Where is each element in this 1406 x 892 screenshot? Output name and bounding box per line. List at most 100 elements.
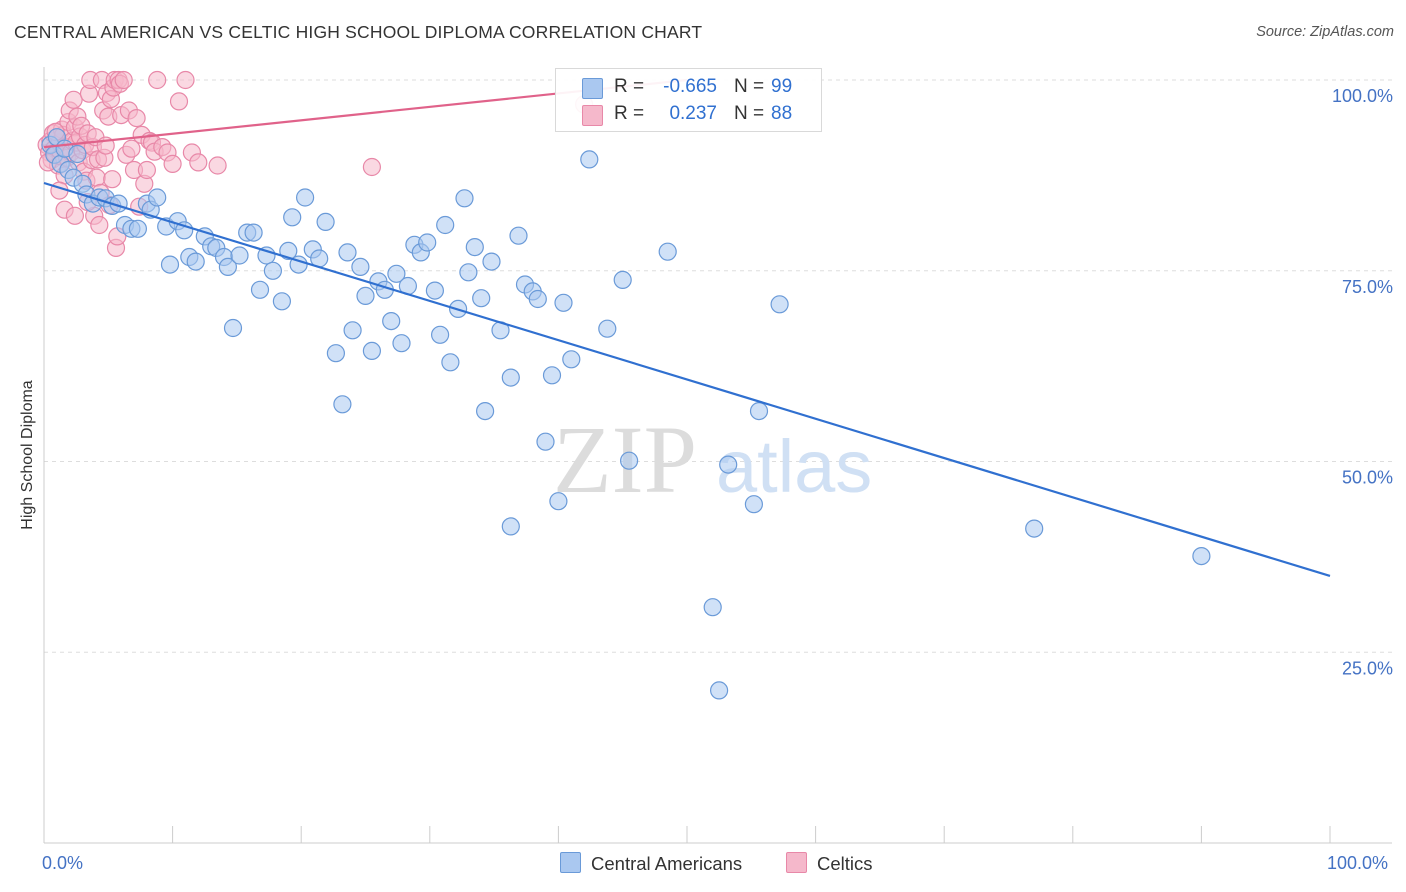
bottom-legend-label-pink: Celtics xyxy=(817,853,873,874)
central-american-point xyxy=(326,344,345,363)
axis-layer xyxy=(43,67,1392,844)
central-american-point xyxy=(580,150,599,169)
central-american-point xyxy=(1192,546,1211,566)
grid-layer xyxy=(44,79,1392,653)
central-american-point xyxy=(1025,519,1044,538)
central-american-point xyxy=(382,312,401,331)
celtic-point xyxy=(176,70,195,90)
celtic-point xyxy=(64,90,83,109)
correlation-legend: R = -0.665 N = 99 R = 0.237 N = 88 xyxy=(555,68,822,132)
chart-title: CENTRAL AMERICAN VS CELTIC HIGH SCHOOL D… xyxy=(14,22,703,42)
central-american-point xyxy=(362,341,381,360)
legend-n-label: N = xyxy=(734,103,765,124)
legend-r-label: R = xyxy=(614,103,645,124)
central-american-point xyxy=(528,289,547,309)
central-american-point xyxy=(770,295,789,314)
central-american-point xyxy=(148,188,167,207)
celtic-point xyxy=(169,92,189,111)
celtic-point xyxy=(90,215,109,235)
central-american-point xyxy=(223,318,243,338)
central-american-point xyxy=(455,189,474,208)
central-american-point xyxy=(744,495,764,514)
central-american-point xyxy=(459,263,478,282)
celtic-point xyxy=(163,154,182,173)
central-american-point xyxy=(263,261,282,280)
legend-r-label: R = xyxy=(614,76,645,97)
central-american-point xyxy=(598,319,617,338)
celtic-point xyxy=(208,156,227,175)
y-tick-label: 100.0% xyxy=(1332,86,1393,106)
central-american-point xyxy=(536,432,555,451)
legend-swatch-blue xyxy=(582,78,603,99)
central-american-point xyxy=(562,350,581,369)
central-american-point xyxy=(749,402,769,421)
source-label: Source: ZipAtlas.com xyxy=(1256,24,1394,40)
central-american-point xyxy=(542,366,562,385)
celtic-point xyxy=(137,160,156,180)
x-tick-label-min: 0.0% xyxy=(42,853,84,873)
legend-row-blue: R = -0.665 N = 99 xyxy=(556,74,821,100)
central-american-point xyxy=(554,293,573,312)
central-american-point xyxy=(296,188,315,207)
y-tick-label: 75.0% xyxy=(1342,277,1393,297)
celtic-point xyxy=(122,139,141,158)
bottom-legend-celtics: Celtics xyxy=(786,852,873,875)
central-american-point xyxy=(431,325,450,344)
y-tick-label: 25.0% xyxy=(1342,658,1393,678)
central-american-point xyxy=(418,233,437,252)
legend-n-value: 88 xyxy=(771,103,793,124)
central-american-point xyxy=(501,517,520,536)
central-american-point xyxy=(509,226,528,245)
central-american-point xyxy=(703,598,722,617)
central-american-point xyxy=(68,144,87,164)
celtic-point xyxy=(103,170,122,189)
x-tick-label-max: 100.0% xyxy=(1327,853,1389,873)
central-american-point xyxy=(501,368,520,387)
y-tick-label: 50.0% xyxy=(1342,468,1393,488)
legend-r-value: 0.237 xyxy=(669,103,717,124)
legend-r-value: -0.665 xyxy=(663,76,717,97)
celtic-point xyxy=(127,108,146,128)
celtic-point xyxy=(362,157,381,177)
legend-n-label: N = xyxy=(734,76,765,97)
central-american-point xyxy=(343,321,362,340)
central-american-point xyxy=(476,402,495,421)
central-american-point xyxy=(186,252,205,271)
y-axis-label: High School Diploma xyxy=(19,380,36,530)
central-american-point xyxy=(283,208,302,227)
central-american-point xyxy=(482,252,501,271)
central-american-point xyxy=(351,257,370,276)
central-american-point xyxy=(218,257,237,276)
central-american-point xyxy=(244,223,263,242)
central-american-point xyxy=(333,395,352,414)
central-american-point xyxy=(356,286,375,305)
celtic-point xyxy=(65,206,85,225)
central-americans-trend-line xyxy=(43,181,1331,578)
celtic-point xyxy=(189,153,208,172)
central-american-point xyxy=(425,281,444,300)
central-american-point xyxy=(272,292,291,311)
watermark-atlas: atlas xyxy=(716,425,872,508)
celtic-point xyxy=(114,70,133,90)
central-american-point xyxy=(658,242,677,261)
central-american-point xyxy=(250,280,270,299)
y-tick-labels: 25.0% 50.0% 75.0% 100.0% xyxy=(1332,86,1393,678)
central-american-point xyxy=(619,451,639,470)
central-american-point xyxy=(316,212,335,231)
central-american-point xyxy=(719,455,738,474)
central-american-point xyxy=(472,289,491,308)
central-american-point xyxy=(436,215,455,235)
central-american-point xyxy=(160,255,180,274)
bottom-legend-label-blue: Central Americans xyxy=(591,853,743,874)
bottom-legend-swatch-blue xyxy=(560,852,581,873)
central-american-point xyxy=(128,219,147,238)
central-american-point xyxy=(549,492,568,511)
bottom-legend-swatch-pink xyxy=(786,852,807,873)
central-american-point xyxy=(709,681,729,700)
legend-n-value: 99 xyxy=(771,76,793,97)
legend-row-pink: R = 0.237 N = 88 xyxy=(556,101,821,127)
celtic-point xyxy=(148,70,167,90)
central-american-point xyxy=(279,241,298,260)
central-american-point xyxy=(230,246,249,265)
